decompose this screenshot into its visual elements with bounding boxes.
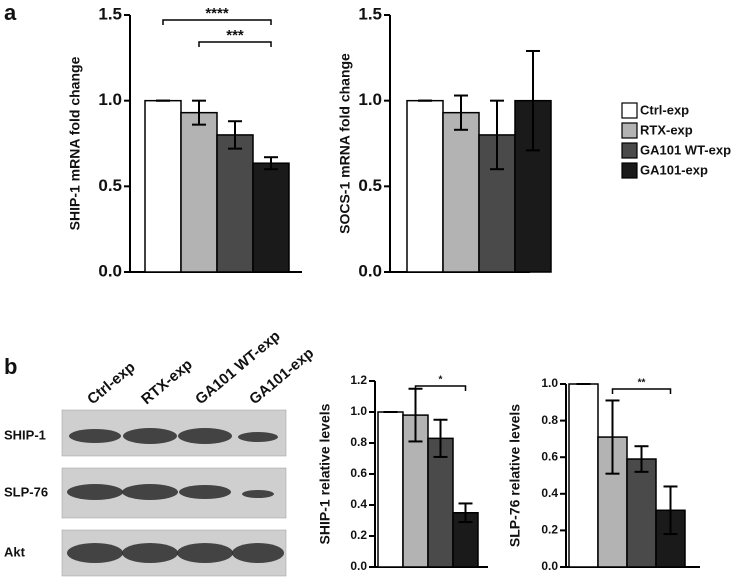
error-bar	[458, 502, 473, 524]
row-label: Akt	[4, 544, 26, 559]
western-blot	[61, 409, 287, 577]
significance-bracket	[611, 388, 672, 394]
bar	[597, 436, 628, 568]
y-tick-label: 0.8	[350, 435, 367, 449]
bar	[402, 414, 429, 568]
legend-swatch	[621, 142, 638, 159]
y-tick-label: 1.5	[98, 4, 122, 23]
y-tick-label: 0.8	[541, 413, 558, 427]
legend-swatch	[621, 122, 638, 139]
y-axis-label: SHIP-1 mRNA fold change	[67, 56, 83, 230]
y-tick-label: 0.4	[350, 497, 367, 511]
y-tick-label: 0.5	[358, 176, 382, 195]
y-tick-label: 0.0	[358, 261, 382, 280]
error-bar	[192, 99, 206, 126]
bar	[427, 437, 454, 568]
significance-bracket	[414, 385, 467, 391]
y-tick-label: 0.2	[350, 528, 367, 542]
error-bar	[634, 445, 649, 473]
blot-band	[67, 484, 123, 500]
y-tick-label: 1.0	[541, 376, 558, 390]
bar	[478, 134, 516, 273]
significance-label: *	[439, 375, 443, 386]
significance-label: ****	[205, 5, 229, 22]
y-axis-label: SHIP-1 relative levels	[317, 403, 333, 544]
error-bar	[433, 418, 448, 458]
legend-label: Ctrl-exp	[640, 102, 689, 117]
blot-band	[69, 429, 121, 443]
blot-band	[232, 543, 284, 563]
blot-band	[122, 484, 178, 500]
blot-band	[179, 485, 231, 499]
legend-label: RTX-exp	[640, 122, 693, 137]
blot-band	[238, 432, 278, 442]
error-bar	[526, 49, 540, 152]
blot-band	[122, 543, 178, 563]
legend-swatch	[621, 102, 638, 119]
y-tick-label: 1.0	[358, 90, 382, 109]
y-axis-label: SLP-76 relative levels	[507, 404, 523, 547]
row-label: SHIP-1	[4, 427, 46, 442]
y-tick-label: 1.2	[350, 373, 367, 387]
blot-band	[177, 543, 233, 563]
legend-swatch	[621, 162, 638, 179]
blot-band	[67, 543, 123, 563]
y-tick-label: 0.5	[98, 176, 122, 195]
significance-bracket	[162, 19, 272, 25]
y-tick-label: 0.4	[541, 486, 558, 500]
error-bar	[663, 485, 678, 536]
error-bar	[490, 99, 504, 171]
bar	[377, 411, 404, 568]
y-tick-label: 0.6	[350, 466, 367, 480]
bar	[144, 99, 182, 273]
bar	[626, 458, 657, 568]
blot-band	[178, 428, 232, 444]
panel-label: a	[4, 0, 17, 25]
legend-label: GA101-exp	[640, 162, 708, 177]
error-bar	[228, 120, 242, 150]
row-label: SLP-76	[4, 484, 48, 499]
blot-band	[242, 490, 274, 498]
bar	[252, 162, 290, 273]
y-tick-label: 0.0	[98, 261, 122, 280]
error-bar	[605, 399, 620, 475]
legend-label: GA101 WT-exp	[640, 142, 731, 157]
bar	[568, 383, 599, 568]
error-bar	[264, 156, 278, 171]
blot-band	[123, 428, 177, 444]
y-tick-label: 0.0	[350, 559, 367, 573]
bar	[442, 111, 480, 273]
lane-label: RTX-exp	[138, 356, 196, 408]
y-tick-label: 0.2	[541, 523, 558, 537]
bar	[180, 111, 218, 273]
y-tick-label: 1.5	[358, 4, 382, 23]
y-tick-label: 0.6	[541, 449, 558, 463]
significance-bracket	[198, 41, 272, 47]
lane-label: Ctrl-exp	[84, 359, 138, 408]
significance-label: ***	[226, 27, 244, 44]
y-tick-label: 0.0	[541, 559, 558, 573]
error-bar	[454, 94, 468, 131]
y-axis-label: SOCS-1 mRNA fold change	[337, 53, 353, 234]
y-tick-label: 1.0	[350, 404, 367, 418]
bar	[216, 134, 254, 273]
bar	[406, 99, 444, 273]
panel-label: b	[4, 354, 17, 379]
significance-label: **	[638, 378, 646, 389]
y-tick-label: 1.0	[98, 90, 122, 109]
